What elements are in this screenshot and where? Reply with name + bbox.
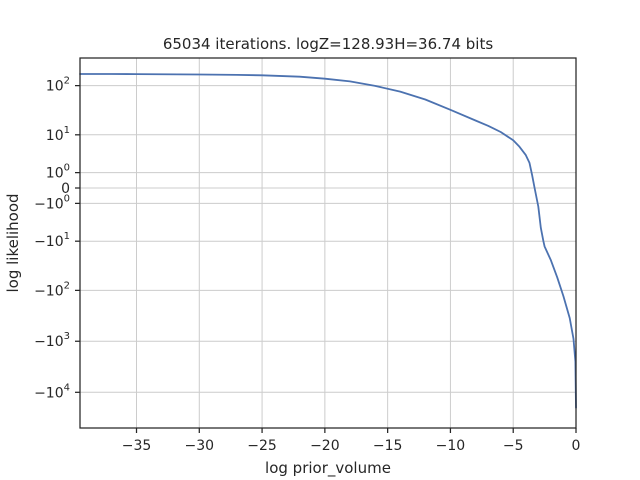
x-tick-label: −15 (373, 438, 403, 454)
y-tick-base: 0 (61, 181, 70, 197)
x-tick-label: −20 (310, 438, 340, 454)
series-line (79, 73, 577, 409)
y-tick-label: −102 (34, 280, 70, 299)
y-tick-base: 10 (46, 166, 64, 182)
y-tick-exponent: 0 (64, 193, 70, 204)
x-axis-label: log prior_volume (265, 459, 391, 478)
y-tick-label: 101 (46, 125, 70, 144)
y-tick-label: −104 (34, 382, 70, 401)
y-tick-label: −100 (34, 193, 70, 212)
x-tick-label: −10 (436, 438, 466, 454)
y-tick-base: 10 (46, 234, 64, 250)
y-tick-base: 10 (46, 334, 64, 350)
y-tick-exponent: 2 (64, 76, 70, 87)
chart-title: 65034 iterations. logZ=128.93H=36.74 bit… (163, 35, 494, 53)
y-axis-label: log likelihood (4, 193, 22, 292)
y-tick-exponent: 1 (64, 231, 70, 242)
x-tick-label: −30 (185, 438, 215, 454)
y-tick-base: 10 (46, 128, 64, 144)
y-tick-label: 100 (46, 163, 70, 182)
y-tick-sign: − (34, 334, 46, 350)
y-tick-label: −101 (34, 231, 70, 250)
y-tick-base: 10 (46, 385, 64, 401)
y-tick-exponent: 2 (64, 280, 70, 291)
y-tick-sign: − (34, 196, 46, 212)
y-tick-label: 0 (61, 181, 70, 197)
y-tick-label: 102 (46, 76, 70, 95)
y-tick-exponent: 0 (64, 163, 70, 174)
y-tick-exponent: 3 (64, 331, 70, 342)
y-tick-sign: − (34, 283, 46, 299)
plot-frame (79, 57, 577, 429)
x-axis-ticks: −35 −30 −25 −20 −15 −10 −5 0 (122, 428, 581, 454)
x-tick-label: −35 (122, 438, 152, 454)
y-tick-exponent: 4 (64, 382, 70, 393)
y-tick-base: 10 (46, 196, 64, 212)
y-tick-label: −103 (34, 331, 70, 350)
x-tick-label: 0 (572, 438, 581, 454)
y-tick-base: 10 (46, 79, 64, 95)
x-tick-label: −5 (503, 438, 524, 454)
y-tick-sign: − (34, 385, 46, 401)
x-tick-label: −25 (247, 438, 277, 454)
y-tick-sign: − (34, 234, 46, 250)
y-tick-base: 10 (46, 283, 64, 299)
grid-lines (80, 58, 577, 428)
y-tick-exponent: 1 (64, 125, 70, 136)
